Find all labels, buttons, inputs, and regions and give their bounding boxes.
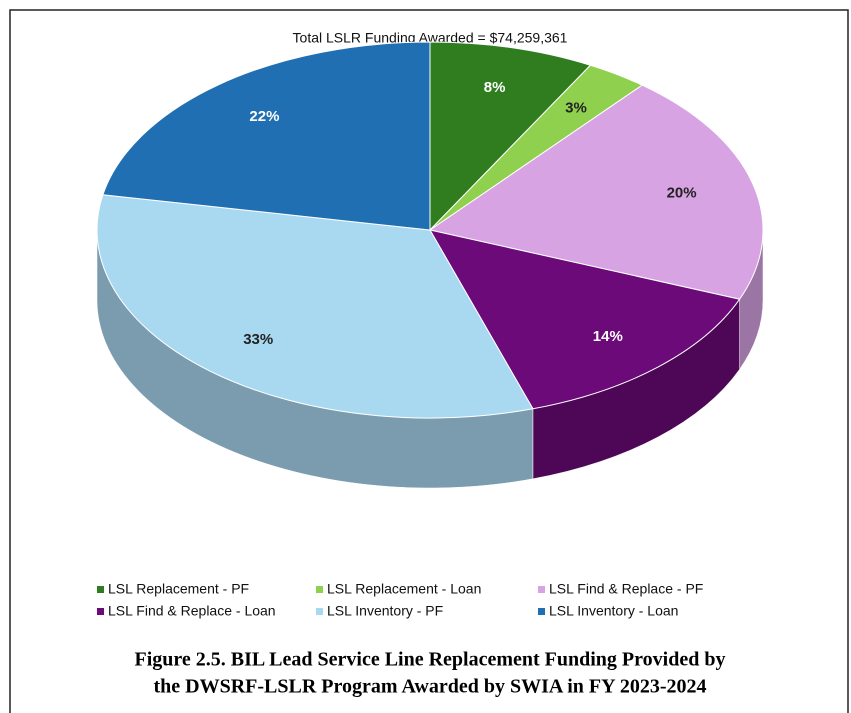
data-label: 14% (593, 328, 623, 345)
legend-label: LSL Find & Replace - Loan (108, 603, 276, 619)
legend-label: LSL Replacement - Loan (327, 581, 481, 597)
pie-slice (102, 41, 431, 231)
legend-label: LSL Find & Replace - PF (549, 581, 703, 597)
caption: the DWSRF-LSLR Program Awarded by SWIA i… (154, 676, 707, 698)
pie-slice (428, 84, 764, 300)
legend-label: LSL Replacement - PF (108, 581, 249, 597)
legend-swatch (97, 586, 104, 593)
data-label: 8% (484, 79, 506, 96)
data-label: 33% (243, 331, 273, 348)
data-label: 3% (565, 100, 587, 117)
legend-swatch (316, 586, 323, 593)
caption: Figure 2.5. BIL Lead Service Line Replac… (135, 649, 726, 671)
legend-swatch (97, 608, 104, 615)
chart-title: Total LSLR Funding Awarded = $74,259,361 (293, 30, 568, 46)
legend-swatch (316, 608, 323, 615)
data-label: 22% (249, 108, 279, 125)
pie-slice (96, 194, 534, 419)
legend-label: LSL Inventory - Loan (549, 603, 678, 619)
data-label: 20% (667, 185, 697, 202)
legend-swatch (538, 608, 545, 615)
pie-slice (429, 41, 592, 232)
legend-swatch (538, 586, 545, 593)
legend-label: LSL Inventory - PF (327, 603, 443, 619)
frame (9, 9, 849, 713)
